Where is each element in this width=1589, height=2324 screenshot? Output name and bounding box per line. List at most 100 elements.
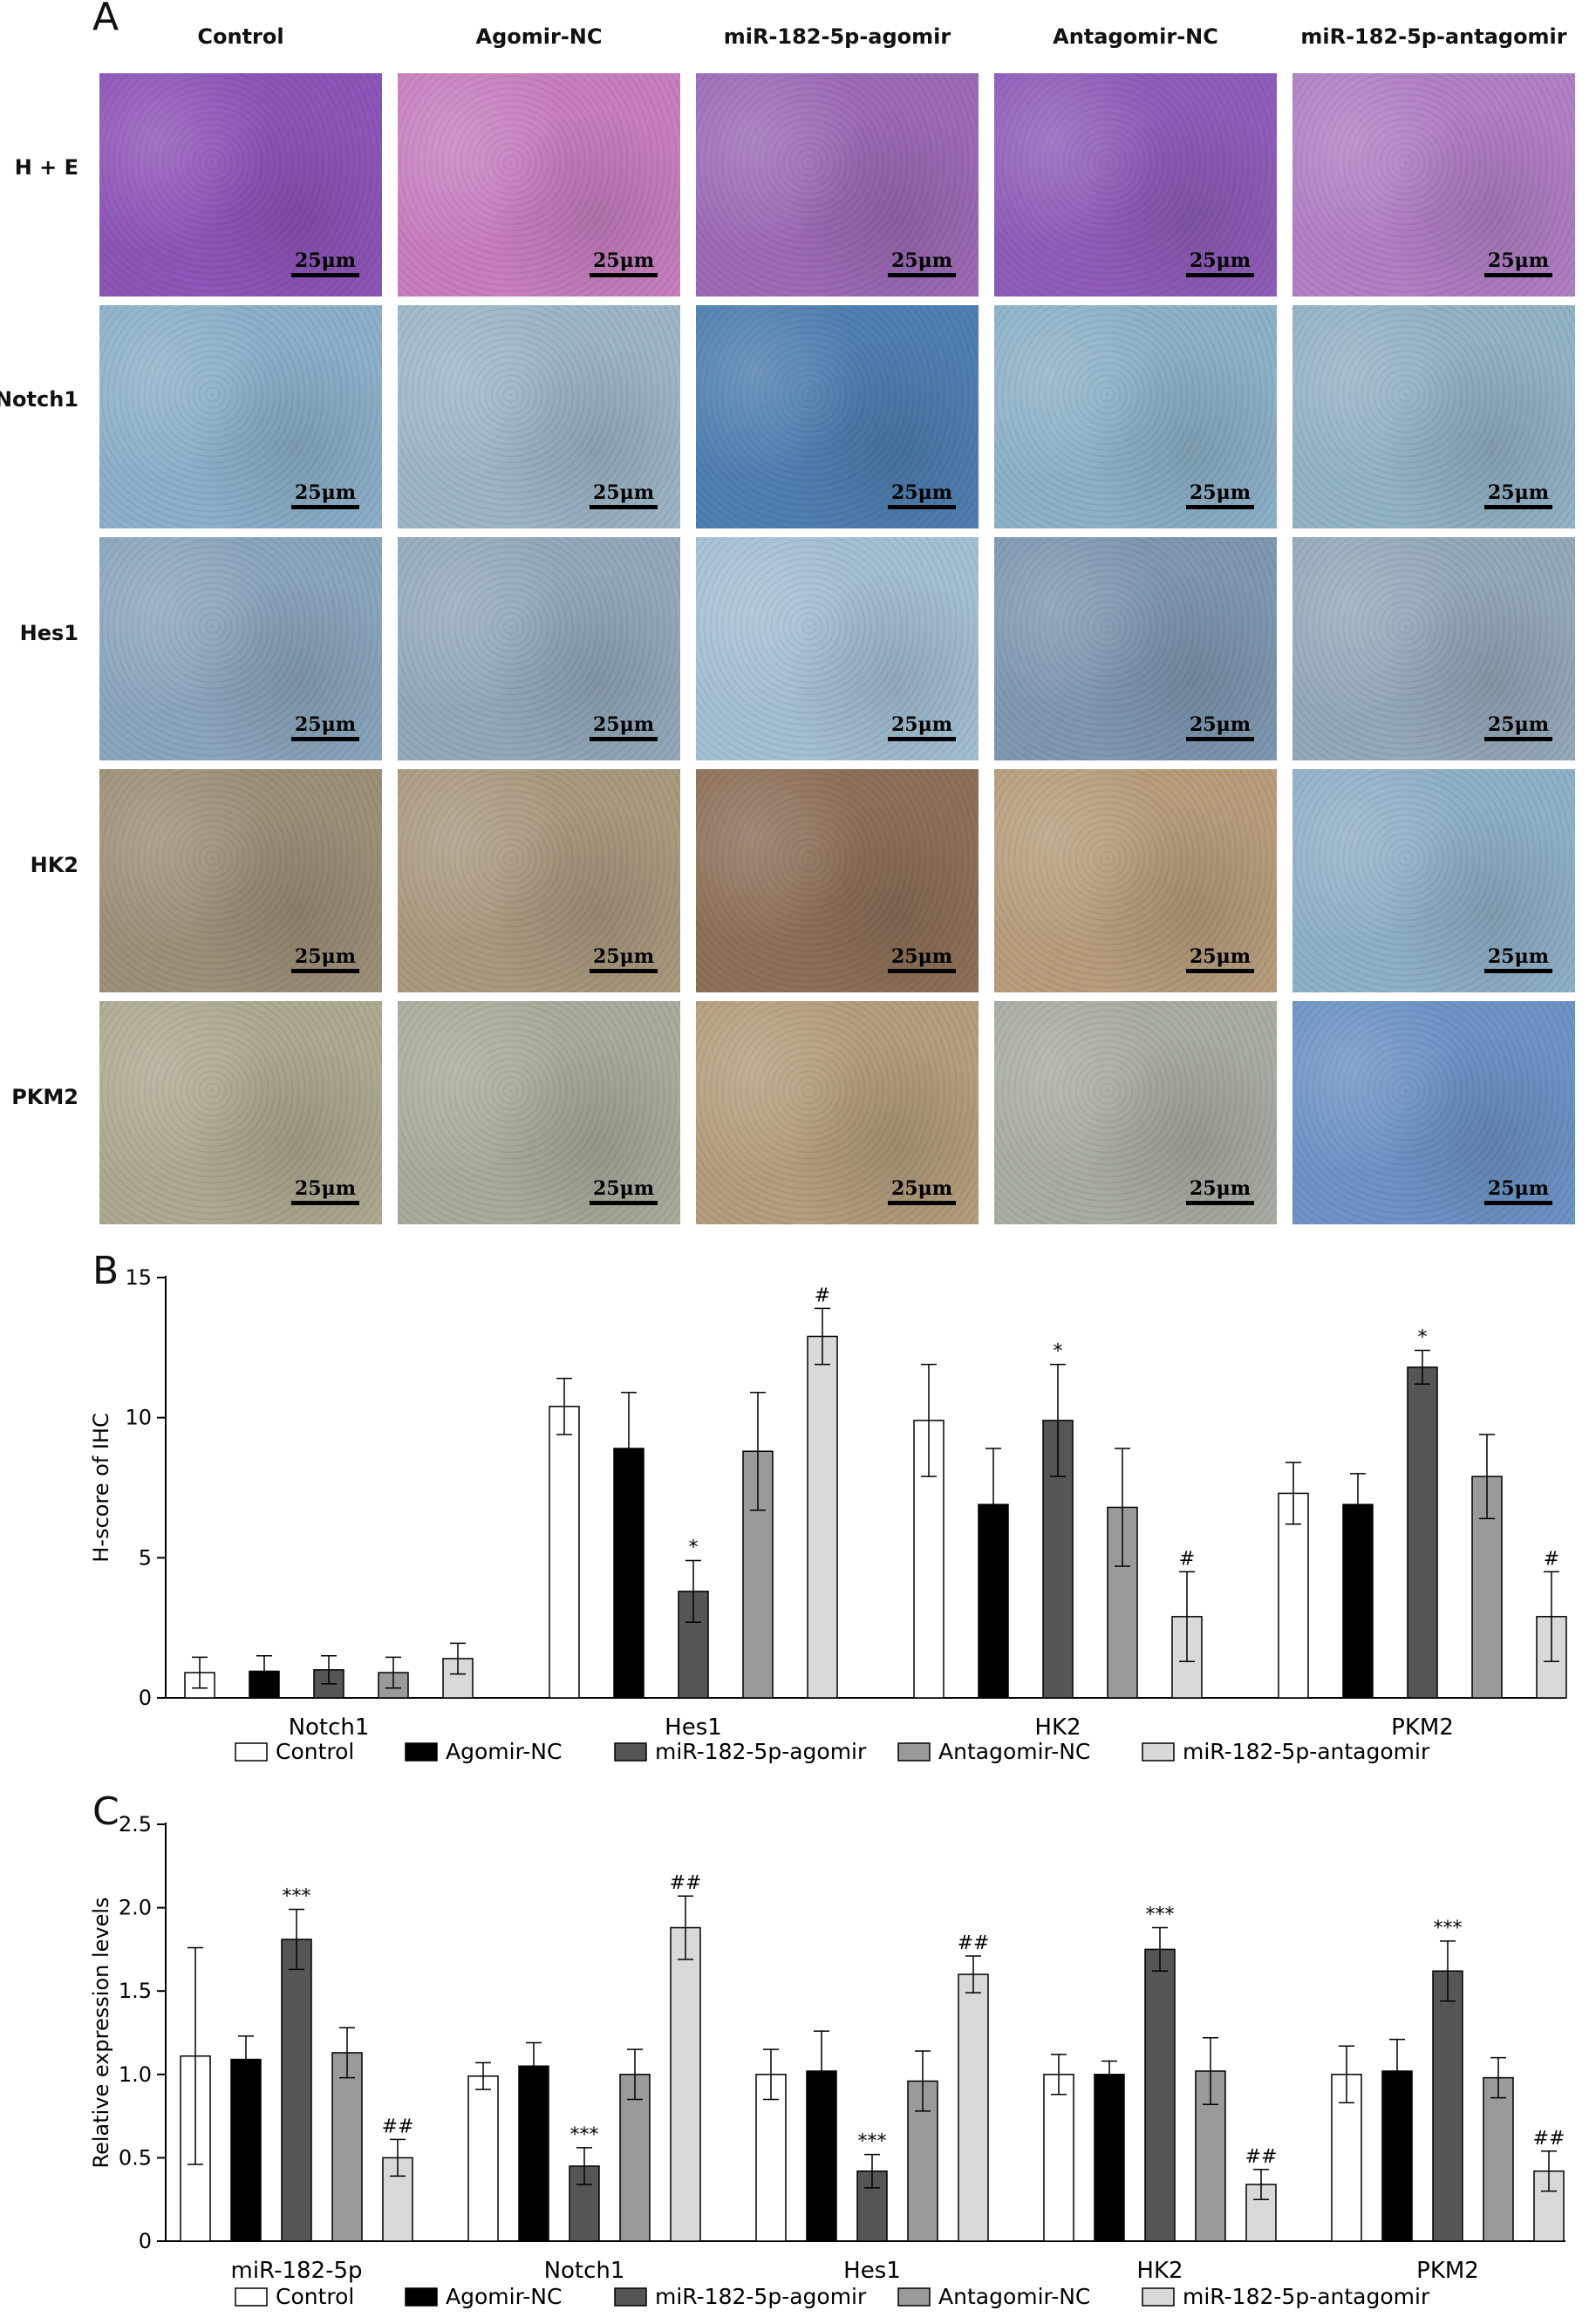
x-category-label: Notch1 (544, 2258, 625, 2284)
scale-bar-line (888, 969, 956, 973)
legend-swatch-1 (235, 2287, 268, 2307)
scale-bar-line (1186, 273, 1254, 277)
micrograph-notch1-1: 25μm (99, 305, 382, 528)
scale-bar-label: 25μm (593, 249, 654, 272)
relative-expression-bar-chart: 0 0.5 1.0 1.5 2.0 2.5 Relative expression leve… (89, 1812, 1565, 2309)
scale-bar-label: 25μm (593, 713, 654, 736)
significance-mark: ## (1533, 2128, 1565, 2150)
scale-bar: 25μm (1484, 481, 1552, 509)
significance-mark: ## (382, 2116, 414, 2137)
scale-bar-label: 25μm (1488, 1177, 1549, 1200)
scale-bar: 25μm (1484, 249, 1552, 277)
bar-2-3 (1407, 1366, 1438, 1699)
scale-bar-label: 25μm (891, 713, 952, 736)
micrograph-notch1-4: 25μm (994, 305, 1277, 528)
legend-label-3: miR-182-5p-agomir (655, 1739, 867, 1764)
scale-bar-line (590, 737, 658, 741)
micrograph-hk2-1: 25μm (99, 769, 382, 992)
y-tick-label: 1.5 (119, 1979, 152, 2003)
scale-bar: 25μm (888, 249, 956, 277)
scale-bar-label: 25μm (295, 249, 356, 272)
row-label-notch1: Notch1 (0, 387, 78, 412)
y-tick-label: 2.0 (119, 1896, 152, 1920)
row-label-hk2: HK2 (30, 853, 78, 877)
scale-bar-label: 25μm (1190, 249, 1251, 272)
scale-bar-line (888, 1201, 956, 1205)
x-category-label: miR-182-5p (231, 2258, 363, 2284)
scale-bar: 25μm (590, 1177, 658, 1205)
scale-bar: 25μm (1484, 1177, 1552, 1205)
bar-4-0 (442, 1658, 474, 1699)
y-tick-label: 5 (139, 1545, 152, 1570)
scale-bar-line (291, 273, 359, 277)
scale-bar-label: 25μm (891, 945, 952, 968)
y-tick-label: 0.5 (119, 2145, 152, 2170)
significance-mark: # (1179, 1548, 1195, 1570)
scale-bar: 25μm (888, 945, 956, 973)
scale-bar: 25μm (291, 481, 359, 509)
scale-bar: 25μm (291, 945, 359, 973)
scale-bar-line (1484, 273, 1552, 277)
legend-swatch-4 (897, 1742, 931, 1762)
legend-label-5: miR-182-5p-antagomir (1183, 2284, 1430, 2309)
scale-bar-line (590, 1201, 658, 1205)
scale-bar: 25μm (888, 1177, 956, 1205)
scale-bar-line (590, 969, 658, 973)
significance-mark: *** (858, 2131, 887, 2153)
scale-bar-line (291, 505, 359, 509)
significance-mark: *** (283, 1886, 311, 1908)
y-axis-title: Relative expression levels (89, 1897, 113, 2168)
scale-bar: 25μm (1484, 713, 1552, 741)
scale-bar-line (291, 737, 359, 741)
panel-c-letter: C (92, 1789, 119, 1834)
y-tick-label: 0 (139, 1686, 152, 1710)
legend-swatch-2 (405, 1742, 438, 1762)
micrograph-hes1-1: 25μm (99, 537, 382, 760)
scale-bar-label: 25μm (593, 945, 654, 968)
scale-bar: 25μm (1186, 1177, 1254, 1205)
scale-bar: 25μm (1186, 945, 1254, 973)
column-header-3: miR-182-5p-agomir (723, 24, 951, 49)
significance-mark: # (1544, 1548, 1559, 1570)
panel-a-letter: A (92, 0, 119, 39)
y-tick-label: 10 (125, 1406, 152, 1430)
scale-bar: 25μm (1186, 249, 1254, 277)
scale-bar-label: 25μm (1190, 1177, 1251, 1200)
scale-bar-line (590, 273, 658, 277)
micrograph-hes1-5: 25μm (1292, 537, 1575, 760)
scale-bar-line (291, 969, 359, 973)
scale-bar-label: 25μm (891, 1177, 952, 1200)
y-tick-label: 1.0 (119, 2062, 152, 2087)
scale-bar-label: 25μm (891, 481, 952, 504)
micrograph-hes1-3: 25μm (696, 537, 979, 760)
micrograph-hk2-4: 25μm (994, 769, 1277, 992)
bar-4-2 (958, 1973, 989, 2242)
scale-bar-line (291, 1201, 359, 1205)
micrograph-he-2: 25μm (398, 73, 680, 296)
scale-bar-label: 25μm (295, 1177, 356, 1200)
scale-bar-line (1484, 505, 1552, 509)
bar-1-3 (1094, 2074, 1125, 2242)
legend-label-2: Agomir-NC (446, 2284, 562, 2309)
significance-mark: *** (570, 2124, 599, 2146)
column-header-1: Control (197, 24, 284, 49)
scale-bar-line (1484, 969, 1552, 973)
micrograph-he-4: 25μm (994, 73, 1277, 296)
x-category-label: HK2 (1034, 1714, 1081, 1741)
significance-mark: ## (958, 1932, 990, 1954)
significance-mark: * (689, 1537, 699, 1559)
significance-mark: ## (1245, 2146, 1278, 2168)
scale-bar: 25μm (291, 713, 359, 741)
row-label-hes1: Hes1 (19, 621, 78, 645)
row-label-pkm2: PKM2 (11, 1085, 78, 1109)
bar-2-4 (1432, 1970, 1463, 2242)
scale-bar-label: 25μm (1190, 713, 1251, 736)
y-axis-title: H-score of IHC (89, 1413, 113, 1562)
micrograph-pkm2-2: 25μm (398, 1001, 680, 1224)
panel-b-letter: B (92, 1249, 119, 1293)
bar-0-1 (549, 1406, 580, 1699)
h-score-bar-chart: 0 5 10 15 H-score of IHC Notch1 * # Hes1 * # HK2 * # P… (89, 1265, 1567, 1764)
legend-label-4: Antagomir-NC (938, 1739, 1090, 1764)
scale-bar-line (1484, 737, 1552, 741)
scale-bar-label: 25μm (295, 713, 356, 736)
